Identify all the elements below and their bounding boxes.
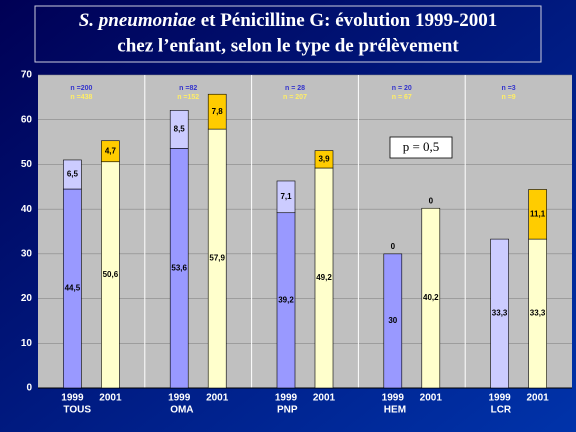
title-italic: S. pneumoniae <box>79 10 197 31</box>
x-year-label: 2001 <box>420 393 443 404</box>
n-label: n =200 <box>70 85 92 92</box>
bar-segment <box>314 150 334 169</box>
y-tick-label: 0 <box>26 383 32 394</box>
bar-segment <box>383 253 403 389</box>
value-label: 50,6 <box>103 270 119 279</box>
value-label: 0 <box>429 196 434 205</box>
bar-segment <box>207 93 227 130</box>
n-label: n = 207 <box>283 94 307 101</box>
x-year-label: 1999 <box>61 393 84 404</box>
x-year-label: 1999 <box>168 393 191 404</box>
bar-segment <box>101 140 120 163</box>
value-label: 33,3 <box>492 309 508 318</box>
y-tick-label: 60 <box>21 114 33 125</box>
bar-segment <box>169 110 189 149</box>
title: et Pénicilline G: évolution 1999-2001 <box>201 10 498 31</box>
n-label: n = 67 <box>392 94 412 101</box>
value-label: 11,1 <box>530 209 546 218</box>
value-label: 3,9 <box>318 154 330 163</box>
x-category-label: HEM <box>384 405 406 416</box>
title-box <box>34 5 542 63</box>
value-label: 33,3 <box>530 309 546 318</box>
plot-area <box>38 75 572 388</box>
value-label: 8,5 <box>174 124 186 133</box>
n-label: n =3 <box>501 85 515 92</box>
x-year-label: 2001 <box>313 393 336 404</box>
n-label: n =9 <box>501 94 515 101</box>
x-category-label: LCR <box>491 405 512 416</box>
n-label: n =152 <box>177 94 199 101</box>
y-tick-label: 70 <box>21 70 33 81</box>
x-category-label: OMA <box>170 405 193 416</box>
y-tick-label: 40 <box>21 204 33 215</box>
value-label: 49,2 <box>316 273 332 282</box>
bar-segment <box>63 159 82 190</box>
value-label: 7,8 <box>212 107 224 116</box>
y-tick-label: 50 <box>21 159 33 170</box>
subtitle: chez l’enfant, selon le type de prélèvem… <box>117 35 459 56</box>
value-label: 44,5 <box>65 284 81 293</box>
value-label: 4,7 <box>105 146 117 155</box>
y-tick-label: 20 <box>21 293 33 304</box>
value-label: 30 <box>388 316 397 325</box>
value-label: 53,6 <box>171 263 187 272</box>
x-year-label: 1999 <box>382 393 405 404</box>
n-label: n = 20 <box>392 85 412 92</box>
x-year-label: 1999 <box>488 393 511 404</box>
value-label: 39,2 <box>278 295 294 304</box>
x-year-label: 1999 <box>275 393 298 404</box>
x-category-label: PNP <box>277 405 298 416</box>
bar-segment <box>421 207 441 389</box>
annotation: p = 0,5 <box>403 139 440 154</box>
bar-segment <box>528 189 547 240</box>
y-tick-label: 30 <box>21 248 33 259</box>
x-year-label: 2001 <box>206 393 229 404</box>
title-line: S. pneumoniae et Pénicilline G: évolutio… <box>79 10 498 31</box>
x-year-label: 2001 <box>526 393 549 404</box>
bar-segment <box>490 238 509 389</box>
y-tick-label: 10 <box>21 338 33 349</box>
value-label: 57,9 <box>209 254 225 263</box>
value-label: 0 <box>391 242 396 251</box>
n-label: n =438 <box>70 94 92 101</box>
n-label: n = 28 <box>285 85 305 92</box>
x-year-label: 2001 <box>99 393 122 404</box>
annotation-box <box>389 136 453 159</box>
value-label: 6,5 <box>67 170 79 179</box>
value-label: 7,1 <box>280 192 292 201</box>
bar-segment <box>276 180 296 214</box>
value-label: 40,2 <box>423 293 439 302</box>
x-category-label: TOUS <box>63 405 91 416</box>
n-label: n =82 <box>179 85 197 92</box>
